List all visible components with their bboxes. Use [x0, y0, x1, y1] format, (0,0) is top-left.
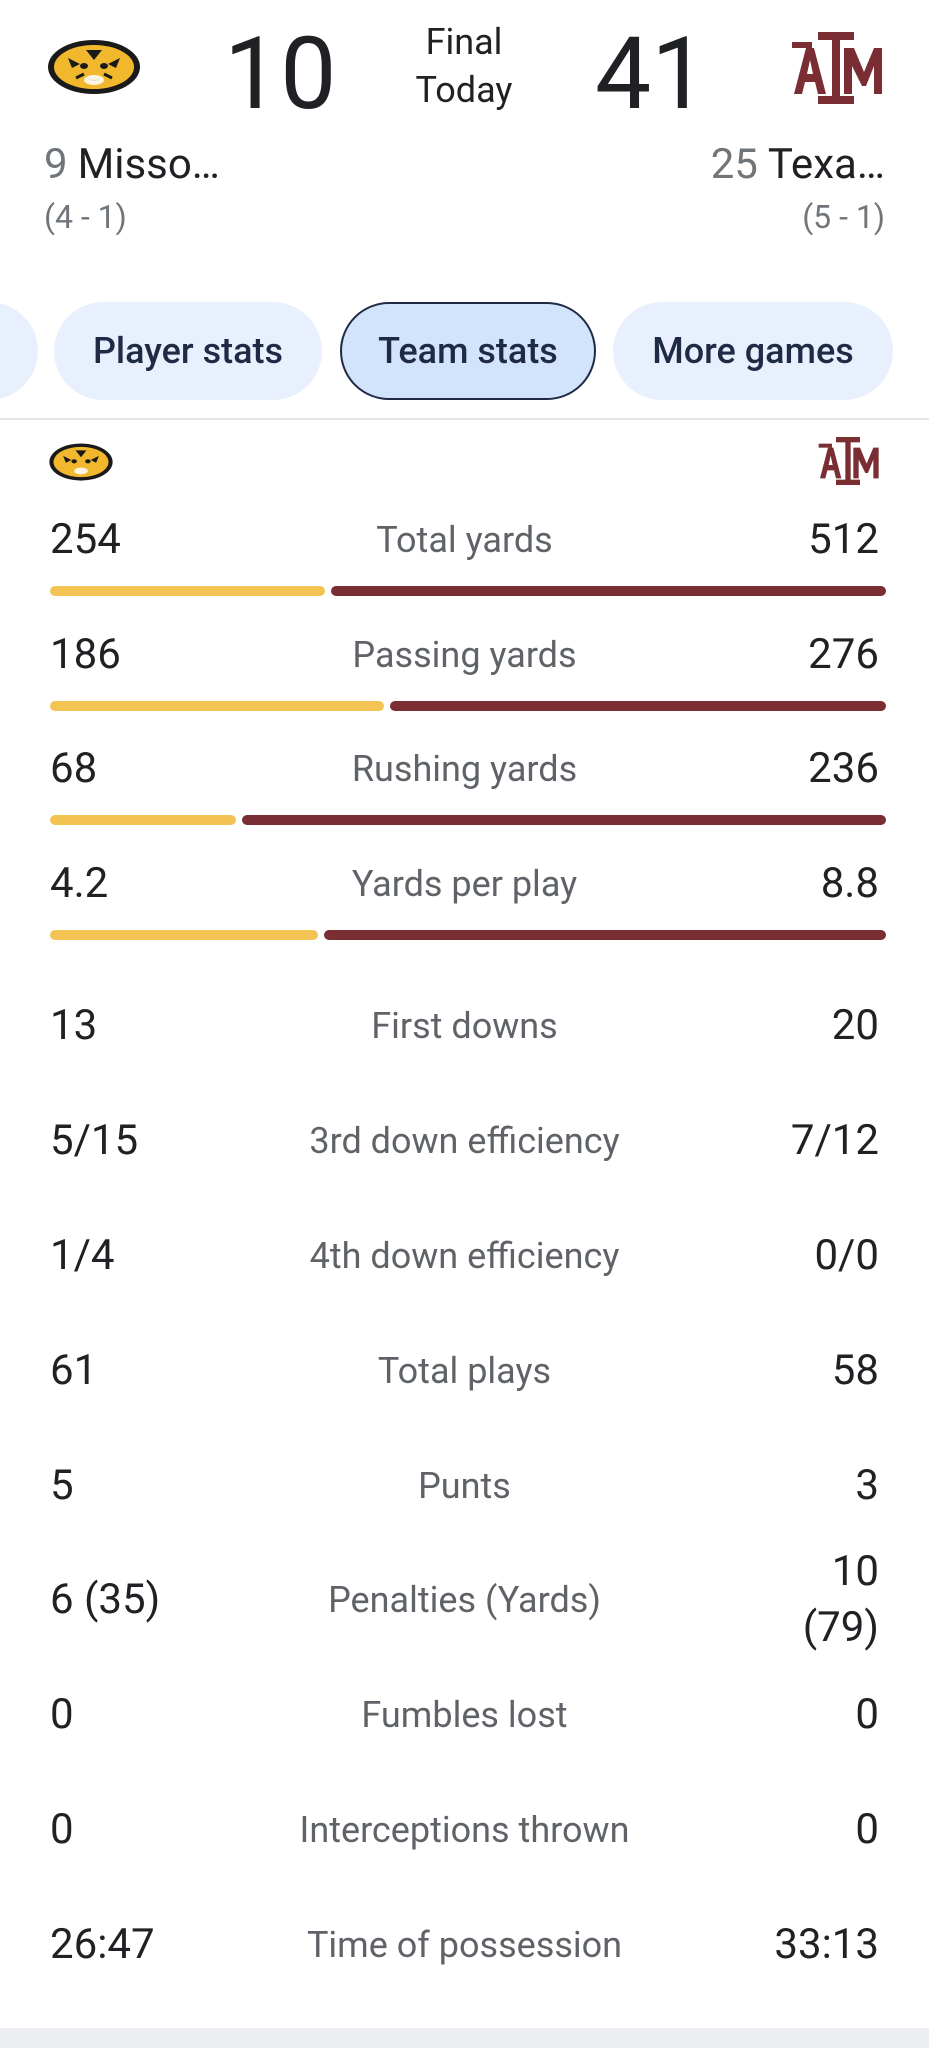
stat-label: Fumbles lost: [361, 1694, 568, 1736]
stat-row-total-plays: 61 Total plays 58: [0, 1341, 929, 1421]
texas-am-logo-small-icon: [816, 434, 880, 488]
stat-home-value: 0: [50, 1805, 74, 1854]
stat-away-value: 8.8: [820, 859, 879, 908]
stat-bar-home: [50, 815, 236, 825]
stat-label: Total plays: [377, 1350, 552, 1392]
home-score: 10: [224, 16, 337, 133]
stat-home-value: 61: [50, 1346, 98, 1395]
stat-home-value: 1/4: [50, 1231, 115, 1280]
away-score: 41: [595, 16, 708, 133]
away-team-label: Texa…: [767, 140, 885, 189]
stat-bar-home: [50, 701, 384, 711]
stat-label: 4th down efficiency: [309, 1235, 620, 1277]
stat-label: First downs: [371, 1005, 558, 1047]
stat-label: Passing yards: [352, 634, 577, 676]
tab-player-stats[interactable]: Player stats: [54, 302, 322, 400]
stat-row-passing-yards: 186 Passing yards 276: [0, 625, 929, 711]
stat-bar-home: [50, 586, 325, 596]
stat-away-value: 0/0: [814, 1231, 879, 1280]
stat-away-value: 0: [855, 1690, 879, 1739]
stat-away-value: 512: [808, 515, 879, 564]
stat-bar-away: [331, 586, 886, 596]
stat-away-value: 58: [831, 1346, 879, 1395]
stat-away-value: 7/12: [790, 1116, 879, 1165]
stat-away-value: 10 (79): [803, 1544, 879, 1656]
stat-label: Total yards: [376, 519, 553, 561]
stats-header: [0, 432, 929, 492]
stat-row-3rd-down-efficiency: 5/15 3rd down efficiency 7/12: [0, 1111, 929, 1191]
stat-home-value: 13: [50, 1001, 98, 1050]
stat-row-yards-per-play: 4.2 Yards per play 8.8: [0, 854, 929, 940]
home-team-record: (4 - 1): [44, 198, 127, 236]
game-status: Final Today: [394, 18, 534, 114]
stat-away-value: 0: [855, 1805, 879, 1854]
tab-divider: [0, 418, 929, 420]
home-team-name[interactable]: 9 Misso…: [44, 140, 220, 189]
stat-home-value: 26:47: [50, 1920, 155, 1969]
stat-home-value: 68: [50, 744, 98, 793]
stat-home-value: 254: [50, 515, 121, 564]
stat-home-value: 5: [50, 1461, 74, 1510]
away-team-record: (5 - 1): [802, 198, 885, 236]
stat-home-value: 0: [50, 1690, 74, 1739]
stat-home-value: 6 (35): [50, 1575, 161, 1624]
stat-away-value-line1: 10: [831, 1547, 879, 1596]
stat-away-value: 20: [831, 1001, 879, 1050]
stat-home-value: 5/15: [50, 1116, 139, 1165]
stat-label: 3rd down efficiency: [309, 1120, 620, 1162]
stat-home-value: 186: [50, 630, 121, 679]
stat-row-fumbles-lost: 0 Fumbles lost 0: [0, 1685, 929, 1765]
bottom-strip: [0, 2028, 929, 2048]
tab-previous-partial[interactable]: [0, 302, 38, 400]
stat-row-total-yards: 254 Total yards 512: [0, 510, 929, 596]
away-team-name[interactable]: 25 Texa…: [711, 140, 885, 189]
stat-label: Punts: [418, 1465, 511, 1507]
stat-row-rushing-yards: 68 Rushing yards 236: [0, 739, 929, 825]
missouri-tiger-logo-small-icon: [48, 442, 114, 482]
stat-label: Penalties (Yards): [328, 1579, 601, 1621]
stat-label: Yards per play: [351, 863, 578, 905]
tab-more-games[interactable]: More games: [613, 302, 893, 400]
stat-away-value: 3: [855, 1461, 879, 1510]
stat-row-4th-down-efficiency: 1/4 4th down efficiency 0/0: [0, 1226, 929, 1306]
stat-row-first-downs: 13 First downs 20: [0, 996, 929, 1076]
stat-away-value: 33:13: [774, 1920, 879, 1969]
stat-label: Interceptions thrown: [299, 1809, 630, 1851]
stat-label: Rushing yards: [351, 748, 578, 790]
missouri-tiger-logo-icon[interactable]: [46, 38, 142, 96]
status-final: Final: [425, 21, 503, 63]
away-team-rank: 25: [710, 140, 758, 189]
stat-row-interceptions-thrown: 0 Interceptions thrown 0: [0, 1800, 929, 1880]
texas-am-logo-icon[interactable]: [788, 28, 884, 108]
stat-home-value: 4.2: [50, 859, 109, 908]
stat-bar-away: [390, 701, 886, 711]
tab-bar: Player stats Team stats More games: [0, 300, 929, 404]
stat-bar-away: [242, 815, 886, 825]
tab-team-stats[interactable]: Team stats: [340, 302, 596, 400]
status-date: Today: [415, 69, 513, 111]
stat-bar-away: [324, 930, 886, 940]
stat-bar-home: [50, 930, 318, 940]
stat-away-value-line2: (79): [802, 1603, 879, 1652]
stat-row-time-of-possession: 26:47 Time of possession 33:13: [0, 1915, 929, 1995]
stat-row-penalties: 6 (35) Penalties (Yards) 10 (79): [0, 1547, 929, 1670]
stat-label: Time of possession: [306, 1924, 623, 1966]
scoreboard: 10 Final Today 41 9 Misso… 25 Texa… (4 - 1…: [0, 0, 929, 290]
home-team-rank: 9: [44, 140, 68, 189]
home-team-label: Misso…: [77, 140, 220, 189]
stat-row-punts: 5 Punts 3: [0, 1456, 929, 1536]
stat-away-value: 236: [808, 744, 879, 793]
stat-away-value: 276: [808, 630, 879, 679]
